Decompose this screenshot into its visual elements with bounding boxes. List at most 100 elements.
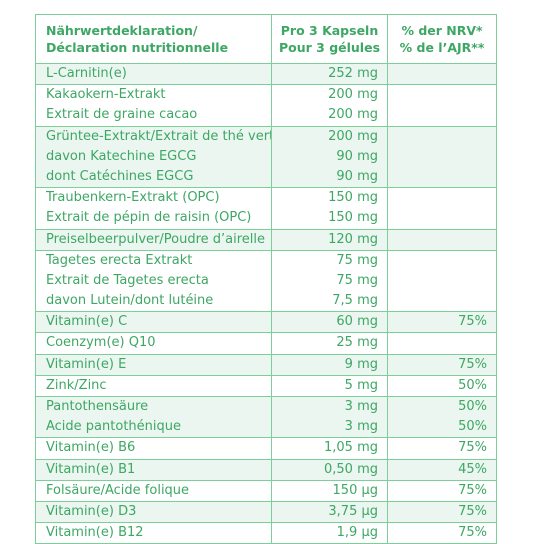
table-row: Preiselbeerpulver/Poudre d’airelle 120 mg (36, 228, 496, 250)
nutrient-name: Traubenkern-Extrakt (OPC) (46, 190, 220, 206)
nutrient-name-cell: Kakaokern-Extrakt Extrait de graine cacao (36, 85, 272, 126)
amount-value-cell: 150 mg 150 mg (272, 188, 388, 229)
nutrient-name-cell: Vitamin(e) C (36, 312, 272, 333)
nrv-value (388, 208, 487, 228)
amount-value-cell: 252 mg (272, 64, 388, 85)
nrv-value-cell (388, 188, 496, 228)
table-row: Kakaokern-Extrakt Extrait de graine cacao… (36, 84, 496, 126)
nrv-value-cell: 50% (388, 376, 496, 396)
amount-value: 1,05 mg (324, 440, 378, 456)
amount-value: 7,5 mg (332, 293, 378, 309)
table-row: L-Carnitin(e) 252 mg (36, 63, 496, 85)
table-row: Grüntee-Extrakt/Extrait de thé vert davon… (36, 125, 496, 188)
table-row: Traubenkern-Extrakt (OPC) Extrait de pépi… (36, 187, 496, 229)
nutrient-name: Preiselbeerpulver/Poudre d’airelle (46, 231, 266, 247)
nrv-value-cell: 75% (388, 523, 496, 543)
amount-value: 150 mg (328, 190, 378, 206)
table-row: Vitamin(e) C 60 mg 75% (36, 311, 496, 333)
nutrient-name: Coenzym(e) Q10 (46, 335, 156, 351)
amount-value-cell: 5 mg (272, 375, 388, 396)
nrv-value: 75% (458, 482, 487, 498)
nrv-value: 75% (458, 356, 487, 372)
nrv-value-cell: 75% (388, 502, 496, 522)
amount-value: 9 mg (344, 356, 378, 372)
nutrient-name: Folsäure/Acide folique (46, 482, 190, 498)
header-nrv-fr: % de l’AJR** (399, 40, 485, 55)
nrv-value-cell (388, 64, 496, 84)
nrv-value-cell (388, 85, 496, 125)
nrv-value-cell: 75% (388, 438, 496, 458)
amount-value: 3,75 µg (328, 503, 378, 519)
nrv-value (388, 291, 487, 311)
amount-value: 25 mg (336, 335, 378, 351)
nrv-value (388, 230, 487, 250)
amount-value: 150 mg (328, 210, 378, 226)
nrv-value (388, 333, 487, 353)
table-row: Tagetes erecta Extrakt Extrait de Tagetes… (36, 249, 496, 312)
table-header-row: Nährwertdeklaration/ Déclaration nutriti… (36, 15, 496, 63)
nutrient-name-cell: Coenzym(e) Q10 (36, 333, 272, 354)
nutrient-name-cell: L-Carnitin(e) (36, 64, 272, 85)
nrv-value: 75% (458, 440, 487, 456)
amount-value: 252 mg (328, 66, 378, 81)
nutrient-name: dont Catéchines EGCG (46, 168, 194, 184)
nrv-value-cell: 75% (388, 312, 496, 332)
amount-value: 120 mg (328, 231, 378, 247)
nrv-value (388, 167, 487, 187)
nutrient-name: Vitamin(e) C (46, 314, 128, 330)
header-nutrient-fr: Déclaration nutritionnelle (46, 40, 229, 55)
amount-value: 200 mg (328, 87, 378, 103)
header-amount: Pro 3 Kapseln Pour 3 gélules (272, 15, 388, 63)
nutrient-name: davon Lutein/dont lutéine (46, 293, 214, 309)
nrv-value: 50% (458, 377, 487, 393)
nutrient-name-cell: Vitamin(e) B6 (36, 438, 272, 459)
amount-value-cell: 150 µg (272, 480, 388, 501)
header-nutrient: Nährwertdeklaration/ Déclaration nutriti… (36, 15, 272, 63)
nutrient-name-cell: Vitamin(e) B1 (36, 459, 272, 480)
amount-value: 1,9 µg (336, 525, 378, 541)
amount-value: 150 µg (332, 482, 378, 498)
table-row: Zink/Zinc 5 mg 50% (36, 374, 496, 396)
header-amount-fr: Pour 3 gélules (278, 40, 381, 55)
nrv-value: 50% (458, 399, 487, 414)
amount-value-cell: 3 mg 3 mg (272, 397, 388, 438)
nutrient-name: Vitamin(e) D3 (46, 503, 137, 519)
nutrient-name: Vitamin(e) E (46, 356, 127, 372)
nutrient-name-cell: Vitamin(e) B12 (36, 523, 272, 544)
header-nrv-de: % der NRV* (401, 23, 483, 38)
table-row: Vitamin(e) D3 3,75 µg 75% (36, 500, 496, 523)
nrv-value-cell: 50% 50% (388, 397, 496, 437)
header-amount-de: Pro 3 Kapseln (280, 23, 379, 38)
nutrient-name: Tagetes erecta Extrakt (46, 252, 193, 268)
nutrient-name: Acide pantothénique (46, 419, 181, 435)
nrv-value: 75% (458, 503, 487, 519)
amount-value: 90 mg (336, 148, 378, 164)
table-body: L-Carnitin(e) 252 mg Kakaokern-Extrakt Extr… (36, 63, 496, 544)
table-row: Vitamin(e) B6 1,05 mg 75% (36, 437, 496, 459)
nrv-value (388, 64, 487, 84)
nrv-value-cell (388, 127, 496, 188)
amount-value-cell: 200 mg 90 mg 90 mg (272, 126, 388, 188)
nrv-value-cell: 75% (388, 355, 496, 375)
nutrient-name: Vitamin(e) B12 (46, 525, 144, 541)
amount-value: 3 mg (344, 399, 378, 414)
amount-value-cell: 120 mg (272, 229, 388, 250)
table-row: Coenzym(e) Q10 25 mg (36, 332, 496, 354)
amount-value: 75 mg (336, 252, 378, 268)
amount-value-cell: 1,05 mg (272, 438, 388, 459)
amount-value: 200 mg (328, 107, 378, 123)
amount-value-cell: 200 mg 200 mg (272, 85, 388, 126)
amount-value-cell: 25 mg (272, 333, 388, 354)
amount-value: 60 mg (336, 314, 378, 330)
nrv-value (388, 147, 487, 167)
nutrient-name-cell: Traubenkern-Extrakt (OPC) Extrait de pépi… (36, 188, 272, 229)
nutrient-name: davon Katechine EGCG (46, 148, 197, 164)
nrv-value-cell: 45% (388, 460, 496, 480)
nutrition-table: Nährwertdeklaration/ Déclaration nutriti… (35, 14, 497, 544)
nutrient-name-cell: Pantothensäure Acide pantothénique (36, 397, 272, 438)
nrv-value (388, 105, 487, 125)
nrv-value-cell: 75% (388, 481, 496, 501)
table-row: Pantothensäure Acide pantothénique 3 mg 3 m… (36, 396, 496, 438)
nutrient-name: Pantothensäure (46, 399, 149, 414)
nutrient-name-cell: Zink/Zinc (36, 375, 272, 396)
